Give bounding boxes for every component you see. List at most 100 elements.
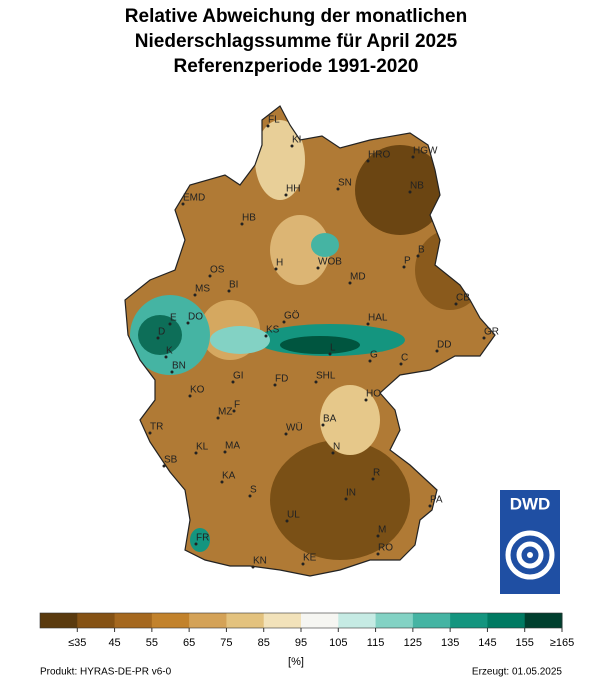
legend-label: 95 <box>295 637 307 649</box>
dwd-logo: DWD <box>500 490 560 594</box>
city-label: GR <box>484 327 499 338</box>
city-dot <box>193 293 197 297</box>
city-dot <box>162 464 166 468</box>
legend-label: 135 <box>441 637 459 649</box>
city-label: OS <box>210 265 225 276</box>
city-dot <box>482 336 486 340</box>
city-label: KO <box>190 385 205 396</box>
city-label: K <box>166 346 173 357</box>
city-label: KN <box>253 556 267 567</box>
footer-product: Produkt: HYRAS-DE-PR v6-0 <box>40 667 172 678</box>
city-label: F <box>234 400 240 411</box>
city-label: SHL <box>316 371 336 382</box>
legend-label: 115 <box>367 637 385 649</box>
city-dot <box>164 355 168 359</box>
legend-swatch <box>412 613 451 628</box>
city-dot <box>435 349 439 353</box>
city-label: HRO <box>368 150 390 161</box>
city-label: P <box>404 256 411 267</box>
logo-text: DWD <box>510 494 551 513</box>
city-dot <box>156 336 160 340</box>
legend-label: 155 <box>516 637 534 649</box>
city-dot <box>428 504 432 508</box>
legend-swatch <box>375 613 414 628</box>
city-label: SN <box>338 178 352 189</box>
city-label: HAL <box>368 313 388 324</box>
city-label: UL <box>287 510 300 521</box>
city-dot <box>240 222 244 226</box>
legend-label: 105 <box>329 637 347 649</box>
city-dot <box>274 267 278 271</box>
city-dot <box>328 352 332 356</box>
city-dot <box>251 565 255 569</box>
city-label: GI <box>233 371 244 382</box>
city-label: G <box>370 350 378 361</box>
city-dot <box>194 542 198 546</box>
city-dot <box>336 187 340 191</box>
city-label: KS <box>266 325 280 336</box>
city-label: WOB <box>318 257 342 268</box>
city-label: MZ <box>218 407 232 418</box>
city-label: MA <box>225 441 240 452</box>
city-dot <box>282 320 286 324</box>
city-dot <box>371 477 375 481</box>
legend-swatch <box>301 613 339 628</box>
city-dot <box>366 322 370 326</box>
title-line: Referenzperiode 1991-2020 <box>173 56 418 77</box>
city-label: KA <box>222 471 236 482</box>
city-dot <box>223 450 227 454</box>
city-label: M <box>378 525 386 536</box>
city-dot <box>168 322 172 326</box>
legend-swatch <box>263 613 302 628</box>
city-label: NB <box>410 181 424 192</box>
legend-label: 45 <box>108 637 120 649</box>
city-label: HH <box>286 184 300 195</box>
city-label: DD <box>437 340 451 351</box>
city-label: BN <box>172 361 186 372</box>
city-label: C <box>401 353 408 364</box>
legend-label: 125 <box>404 637 422 649</box>
city-dot <box>331 451 335 455</box>
city-label: IN <box>346 488 356 499</box>
city-dot <box>194 451 198 455</box>
city-label: MD <box>350 272 366 283</box>
legend-swatch <box>487 613 526 628</box>
city-label: KI <box>292 135 301 146</box>
city-dot <box>348 281 352 285</box>
city-label: RO <box>378 543 393 554</box>
city-dot <box>248 494 252 498</box>
city-dot <box>408 190 412 194</box>
city-label: FR <box>196 533 209 544</box>
city-label: CB <box>456 293 470 304</box>
city-dot <box>273 383 277 387</box>
city-dot <box>284 193 288 197</box>
legend-unit: [%] <box>288 656 304 668</box>
city-label: MS <box>195 284 210 295</box>
city-dot <box>232 409 236 413</box>
legend-label: 85 <box>258 637 270 649</box>
legend-label: 55 <box>146 637 158 649</box>
city-label: WÜ <box>286 422 303 434</box>
city-dot <box>227 289 231 293</box>
city-dot <box>208 274 212 278</box>
legend-label: 75 <box>220 637 232 649</box>
city-dot <box>186 321 190 325</box>
city-label: HGW <box>413 146 438 157</box>
title-line: Niederschlagssumme für April 2025 <box>135 31 458 52</box>
city-dot <box>364 398 368 402</box>
city-dot <box>316 266 320 270</box>
city-label: E <box>170 313 177 324</box>
city-dot <box>284 432 288 436</box>
city-label: L <box>330 343 336 354</box>
legend-swatch <box>77 613 116 628</box>
precip-map <box>125 106 495 576</box>
city-dot <box>366 159 370 163</box>
footer-created: Erzeugt: 01.05.2025 <box>472 667 563 678</box>
city-label: S <box>250 485 257 496</box>
city-dot <box>301 562 305 566</box>
city-dot <box>344 497 348 501</box>
city-label: D <box>158 327 165 338</box>
city-label: BA <box>323 414 337 425</box>
city-dot <box>285 519 289 523</box>
